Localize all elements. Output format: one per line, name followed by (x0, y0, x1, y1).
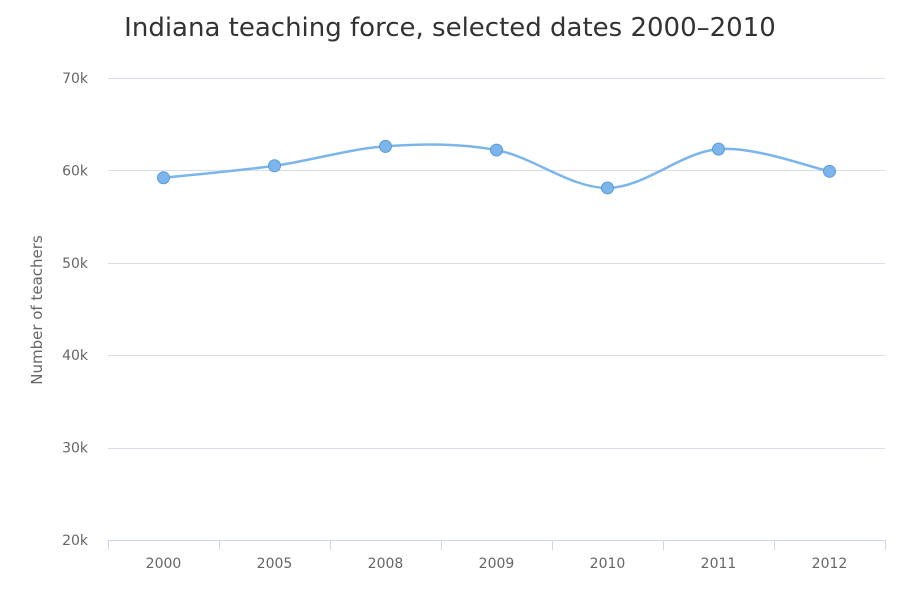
x-tick-label-2008: 2008 (368, 556, 404, 572)
data-point-2009[interactable] (490, 143, 503, 157)
y-tick-label: 50k (62, 256, 89, 272)
chart-title: Indiana teaching force, selected dates 2… (124, 13, 776, 43)
x-tick-label-2012: 2012 (812, 556, 848, 572)
marker-layer (157, 139, 836, 195)
x-axis: 2000 2005 2008 2009 2010 2011 2012 (108, 540, 886, 572)
x-tick-label-2000: 2000 (146, 556, 182, 572)
data-point-2005[interactable] (268, 159, 281, 173)
y-tick-label: 40k (62, 348, 89, 364)
x-tick-label-2011: 2011 (701, 556, 737, 572)
y-axis-ticks: 20k 30k 40k 50k 60k 70k (62, 71, 89, 549)
data-point-2000[interactable] (157, 171, 170, 185)
y-tick-label: 20k (62, 533, 89, 549)
y-axis-label: Number of teachers (28, 235, 46, 385)
y-tick-label: 60k (62, 163, 89, 179)
data-point-2008[interactable] (379, 139, 392, 153)
data-point-2010[interactable] (601, 181, 614, 195)
y-tick-label: 30k (62, 441, 89, 457)
x-tick-label-2005: 2005 (257, 556, 293, 572)
data-point-2012[interactable] (823, 164, 836, 178)
x-tick-label-2009: 2009 (479, 556, 515, 572)
x-tick-label-2010: 2010 (590, 556, 626, 572)
data-point-2011[interactable] (712, 142, 725, 156)
grid-lines (108, 78, 885, 449)
y-tick-label: 70k (62, 71, 89, 87)
